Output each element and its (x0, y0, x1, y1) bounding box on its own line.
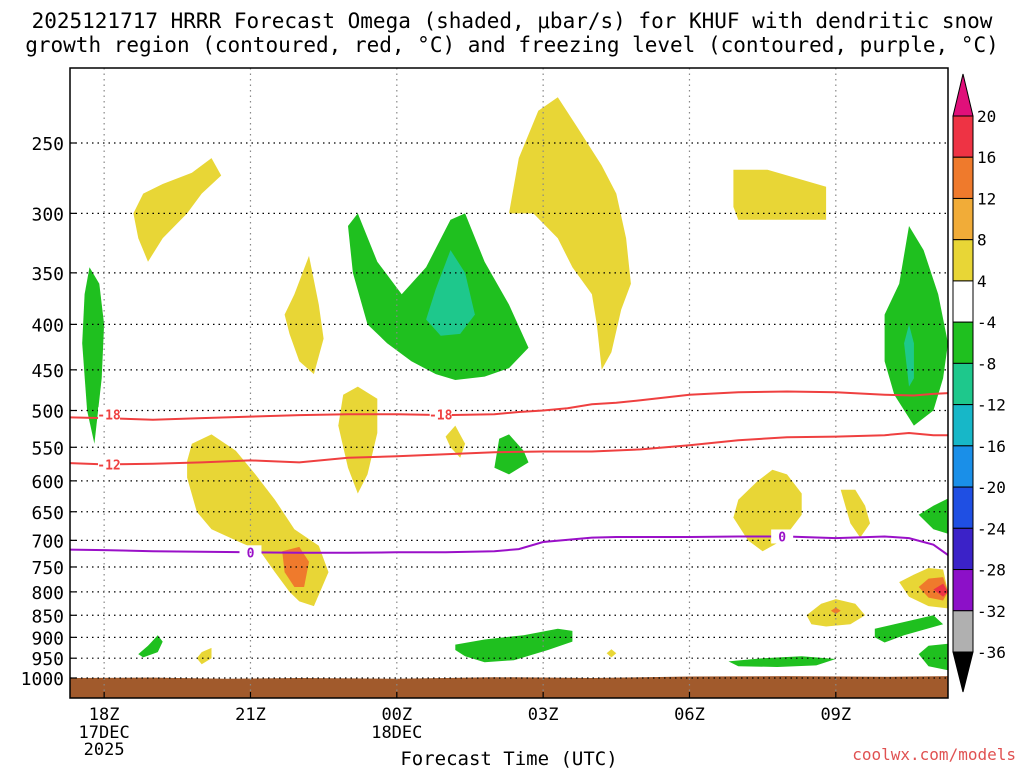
y-tick-label: 950 (31, 649, 64, 670)
colorbar-bottom-arrow (952, 651, 974, 693)
chart-title-line1: 2025121717 HRRR Forecast Omega (shaded, … (31, 9, 993, 33)
omega-region (445, 425, 466, 458)
omega-region (830, 607, 841, 614)
omega-region (840, 489, 870, 538)
omega-region (933, 583, 948, 597)
contour-label-bg (98, 457, 121, 472)
y-tick-label: 450 (31, 361, 64, 382)
omega-region (494, 434, 529, 475)
omega-region (874, 615, 944, 643)
y-tick-label: 350 (31, 264, 64, 285)
y-tick-label: 500 (31, 402, 64, 423)
omega-region (918, 643, 948, 671)
terrain-fill (70, 676, 948, 698)
y-tick-label: 750 (31, 558, 64, 579)
colorbar-label: -20 (977, 478, 1006, 497)
y-tick-label: 900 (31, 628, 64, 649)
contour-label: -12 (97, 458, 120, 473)
colorbar-bin (952, 362, 974, 406)
colorbar-label: -24 (977, 519, 1006, 538)
colorbar-bin (952, 486, 974, 529)
y-tick-label: 250 (31, 134, 64, 155)
colorbar-label: -8 (977, 354, 996, 373)
y-tick-label: 550 (31, 438, 64, 459)
colorbar-label: 20 (977, 107, 996, 126)
y-tick-label: 1000 (21, 669, 64, 690)
omega-region (918, 498, 948, 534)
y-tick-label: 650 (31, 503, 64, 524)
contour-label-bg (771, 529, 794, 544)
omega-region (196, 647, 212, 665)
colorbar-label: -28 (977, 561, 1006, 580)
y-tick-label: 850 (31, 606, 64, 627)
omega-region (338, 386, 378, 494)
contour-label: 0 (778, 530, 786, 545)
y-tick-label: 600 (31, 472, 64, 493)
colorbar-label: -12 (977, 396, 1006, 415)
x-tick-label: 21Z (235, 705, 266, 725)
omega-region (733, 169, 827, 220)
colorbar-label: 4 (977, 272, 987, 291)
colorbar-bin (952, 156, 974, 199)
colorbar-label: -32 (977, 602, 1006, 621)
contour-label: 0 (247, 546, 255, 561)
colorbar-label: -36 (977, 643, 1006, 662)
colorbar-bin (952, 404, 974, 447)
y-tick-label: 700 (31, 531, 64, 552)
colorbar-label: 12 (977, 189, 996, 208)
colorbar-bin (952, 239, 974, 282)
omega-region (606, 649, 617, 658)
omega-region (728, 656, 836, 667)
x-tick-label: 18Z (89, 705, 120, 725)
x-tick-label: 00Z (381, 705, 412, 725)
colorbar-bin (952, 445, 974, 488)
contour-label-bg (98, 407, 121, 422)
y-tick-label: 800 (31, 583, 64, 604)
contour-line (70, 535, 948, 556)
colorbar-bin (952, 321, 974, 364)
x-axis-label: Forecast Time (UTC) (400, 748, 617, 768)
credit-text: coolwx.com/models (852, 745, 1016, 764)
chart-title-line2: growth region (contoured, red, °C) and f… (25, 33, 999, 57)
x-tick-sublabel: 2025 (84, 740, 125, 760)
contour-line (70, 431, 948, 466)
y-tick-label: 300 (31, 204, 64, 225)
contour-label: -18 (97, 408, 121, 423)
colorbar-label: -16 (977, 437, 1006, 456)
omega-region (509, 97, 631, 370)
omega-region (455, 628, 573, 663)
x-tick-label: 09Z (820, 705, 851, 725)
colorbar-top-arrow (952, 73, 974, 117)
colorbar-bin (952, 569, 974, 612)
x-tick-label: 03Z (528, 705, 559, 725)
plot-frame (69, 67, 949, 699)
contour-label-bg (239, 545, 262, 560)
colorbar-bin (952, 610, 974, 653)
omega-region (884, 226, 948, 426)
contour-line (70, 390, 948, 421)
colorbar-bin (952, 115, 974, 158)
x-tick-sublabel: 17DEC (79, 723, 130, 743)
colorbar-label: 16 (977, 148, 996, 167)
colorbar-bin (952, 527, 974, 571)
colorbar-bin (952, 197, 974, 241)
plot-area: -18 -18 -12 0 0 (70, 68, 948, 698)
contour-label-bg (429, 407, 452, 422)
contour-label: -18 (429, 408, 453, 423)
omega-region (426, 250, 475, 336)
omega-region (904, 324, 914, 387)
omega-region (138, 635, 163, 658)
colorbar-label: -4 (977, 313, 996, 332)
x-tick-label: 06Z (674, 705, 705, 725)
y-tick-label: 400 (31, 315, 64, 336)
colorbar-bin (952, 280, 974, 323)
omega-region (133, 158, 222, 262)
omega-region (284, 255, 324, 375)
x-tick-sublabel: 18DEC (371, 723, 422, 743)
omega-region (82, 267, 105, 444)
colorbar-label: 8 (977, 231, 987, 250)
